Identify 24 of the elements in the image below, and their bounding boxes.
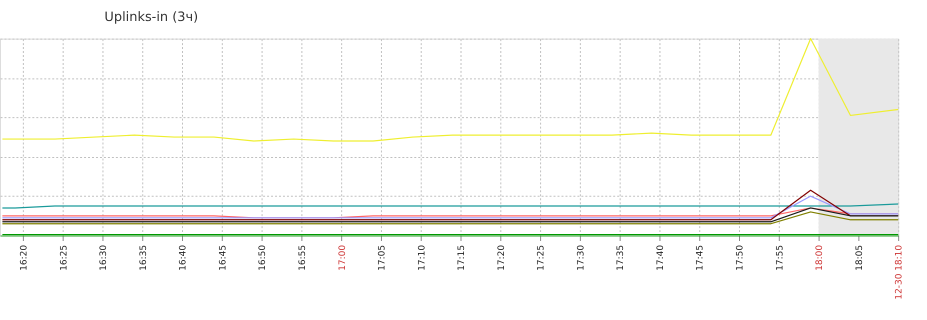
x-tick-label: 16:35 xyxy=(138,244,149,271)
x-tick-label: 16:50 xyxy=(258,244,268,271)
x-tick-label: 18:05 xyxy=(854,244,865,271)
x-tick-label: 16:55 xyxy=(298,244,308,271)
chart-title: Uplinks-in (3ч) xyxy=(104,10,198,26)
x-tick-label: 17:55 xyxy=(775,244,786,271)
x-tick-label: 17:05 xyxy=(378,244,388,271)
x-tick-label: 17:45 xyxy=(696,244,706,271)
x-tick-label: 17:25 xyxy=(536,244,547,271)
x-tick-label: 17:30 xyxy=(576,244,586,271)
x-tick-label: 16:30 xyxy=(99,244,110,271)
x-tick-label: 17:50 xyxy=(736,244,746,271)
x-tick-label: 16:25 xyxy=(59,244,70,271)
x-tick-label: 17:10 xyxy=(417,244,428,271)
x-tick-label: 16:20 xyxy=(20,244,30,271)
x-tick-label: 17:35 xyxy=(616,244,626,271)
x-tick-label: 17:20 xyxy=(496,244,507,271)
x-tick-label: 16:45 xyxy=(218,244,228,271)
x-tick-label: 12-30 18:10 xyxy=(894,244,905,300)
x-tick-label: 17:15 xyxy=(457,244,468,271)
x-tick-label: 16:40 xyxy=(178,244,189,271)
x-tick-label: 17:00 xyxy=(338,244,348,271)
x-tick-label: 17:40 xyxy=(656,244,666,271)
x-tick-label: 18:00 xyxy=(815,244,826,271)
